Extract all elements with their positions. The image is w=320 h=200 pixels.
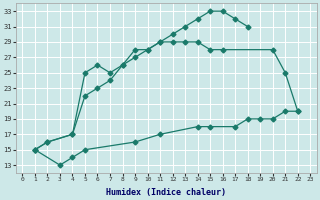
X-axis label: Humidex (Indice chaleur): Humidex (Indice chaleur) [106,188,226,197]
